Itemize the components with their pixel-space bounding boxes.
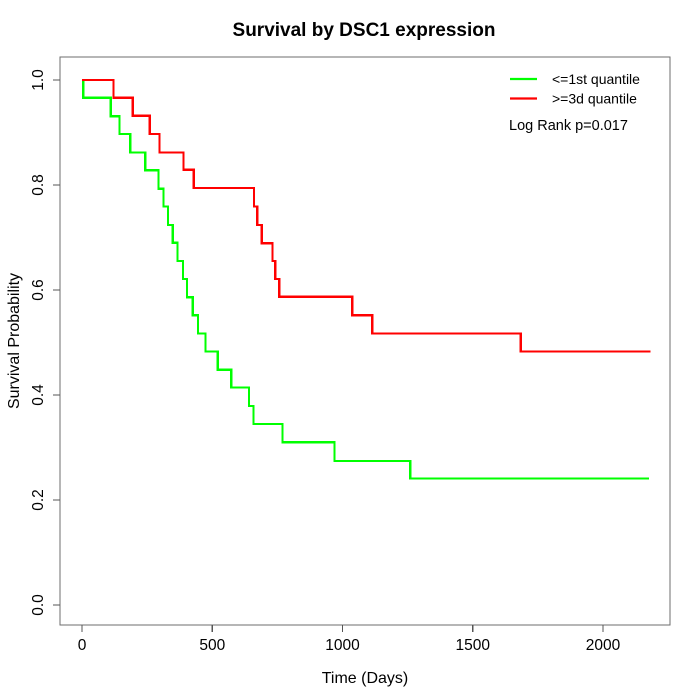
survival-curves	[82, 78, 651, 480]
x-tick-label: 1500	[456, 637, 491, 654]
chart-title: Survival by DSC1 expression	[233, 20, 496, 41]
plot-border	[59, 56, 671, 626]
x-axis-ticks: 0 500 1000 1500 2000	[78, 625, 621, 654]
survival-curve-3d-quantile	[82, 78, 651, 353]
y-tick-label: 0.8	[30, 174, 47, 196]
legend-label-1st-quantile: <=1st quantile	[552, 71, 640, 87]
y-axis-ticks: 0.0 0.2 0.4 0.6 0.8 1.0	[30, 69, 60, 616]
x-tick-label: 1000	[325, 637, 360, 654]
y-tick-label: 0.2	[30, 489, 47, 511]
y-axis-label: Survival Probability	[6, 273, 23, 409]
x-tick-label: 0	[78, 637, 87, 654]
x-tick-label: 500	[199, 637, 225, 654]
survival-curve-1st-quantile	[82, 78, 650, 480]
y-tick-label: 0.4	[30, 384, 47, 406]
legend: <=1st quantile >=3d quantile Log Rank p=…	[509, 71, 640, 134]
log-rank-annotation: Log Rank p=0.017	[509, 118, 628, 134]
legend-label-3d-quantile: >=3d quantile	[552, 91, 637, 107]
x-tick-label: 2000	[586, 637, 621, 654]
y-tick-label: 0.0	[30, 594, 47, 616]
y-tick-label: 1.0	[30, 69, 47, 91]
x-axis-label: Time (Days)	[322, 670, 409, 687]
y-tick-label: 0.6	[30, 279, 47, 301]
